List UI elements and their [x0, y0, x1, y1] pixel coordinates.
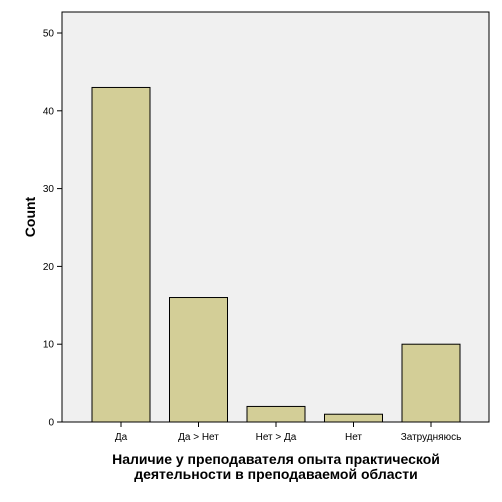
- x-tick-label-4: Затрудняюсь: [401, 432, 462, 443]
- x-axis: Да Да > Нет Нет > Да Нет Затрудняюсь: [115, 422, 461, 443]
- x-tick-label-0: Да: [115, 432, 128, 443]
- y-tick-label-4: 40: [43, 106, 55, 117]
- x-tick-label-3: Нет: [345, 432, 362, 443]
- x-tick-label-2: Нет > Да: [256, 432, 297, 443]
- bar-0: [91, 86, 151, 423]
- x-axis-title-line-1: Наличие у преподавателя опыта практическ…: [112, 451, 440, 467]
- x-axis-title-line-2: деятельности в преподаваемой области: [134, 466, 418, 482]
- bar-3: [324, 413, 383, 423]
- bar-1: [169, 297, 228, 423]
- bar-4: [401, 343, 461, 423]
- y-tick-label-2: 20: [43, 262, 55, 273]
- bar-2: [246, 405, 306, 423]
- y-tick-label-5: 50: [43, 29, 55, 40]
- bars-group: [91, 86, 461, 423]
- y-tick-label-3: 30: [43, 184, 55, 195]
- y-tick-label-1: 10: [43, 340, 55, 351]
- x-tick-label-1: Да > Нет: [178, 432, 219, 443]
- y-axis: 0 10 20 30 40 50: [43, 29, 62, 429]
- y-axis-title: Count: [22, 196, 38, 237]
- y-tick-label-0: 0: [48, 418, 54, 429]
